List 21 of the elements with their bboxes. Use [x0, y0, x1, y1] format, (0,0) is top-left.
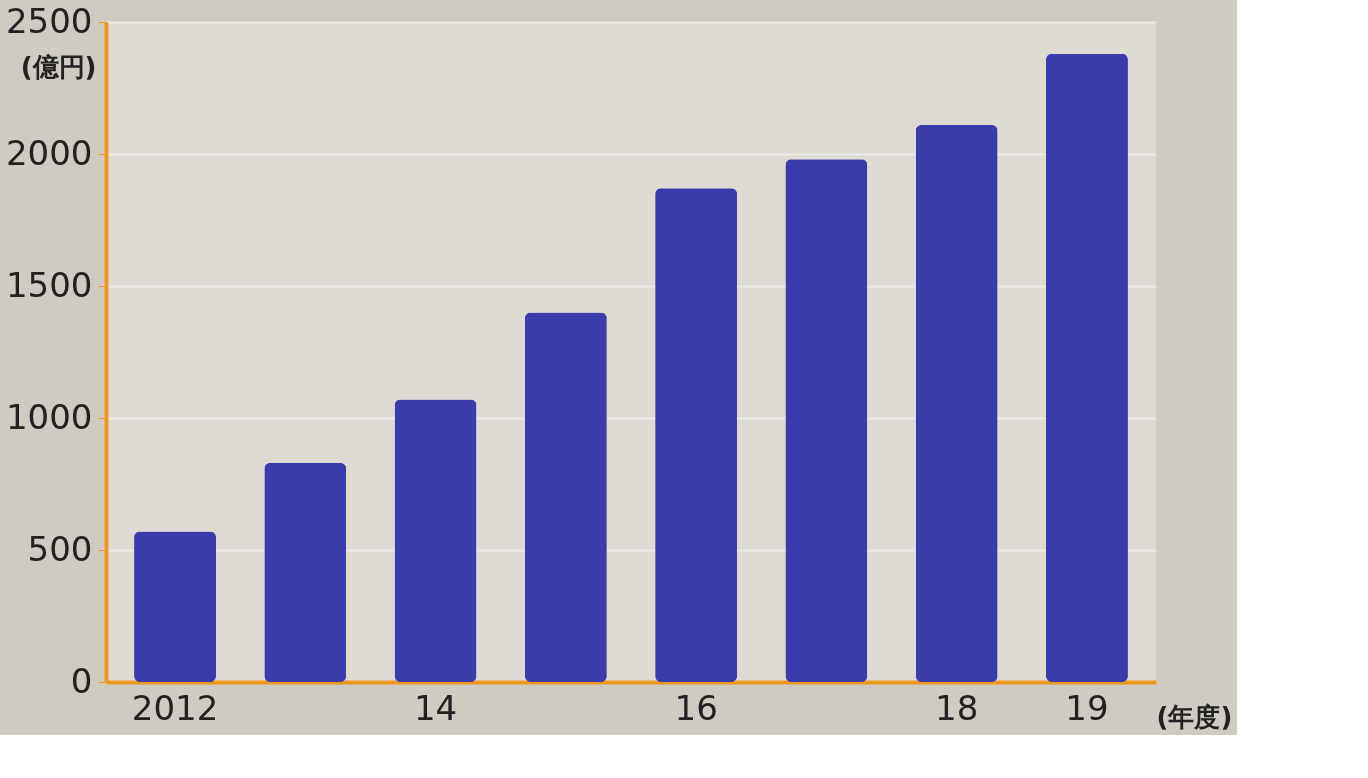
- bar: [264, 462, 347, 682]
- bar: [915, 124, 998, 682]
- bar: [1045, 53, 1128, 682]
- x-tick-label: 2012: [131, 687, 219, 728]
- x-tick-label: 18: [935, 687, 979, 728]
- y-tick-label: 1000: [5, 396, 93, 437]
- bar: [655, 188, 738, 682]
- bar: [134, 531, 217, 682]
- y-tick-label: 1500: [5, 264, 93, 305]
- bar: [785, 159, 868, 682]
- x-tick-label: 14: [413, 687, 458, 728]
- y-axis-title: (億円): [20, 51, 97, 82]
- y-tick-label: 500: [27, 528, 93, 569]
- bar: [394, 399, 477, 682]
- bar: [524, 312, 607, 682]
- x-tick-label: 16: [674, 687, 718, 728]
- x-tick-label: 19: [1065, 687, 1109, 728]
- y-tick-label: 2500: [5, 0, 93, 41]
- x-axis-title: (年度): [1156, 701, 1233, 732]
- y-tick-label: 0: [70, 660, 93, 701]
- y-tick-label: 2000: [5, 132, 93, 173]
